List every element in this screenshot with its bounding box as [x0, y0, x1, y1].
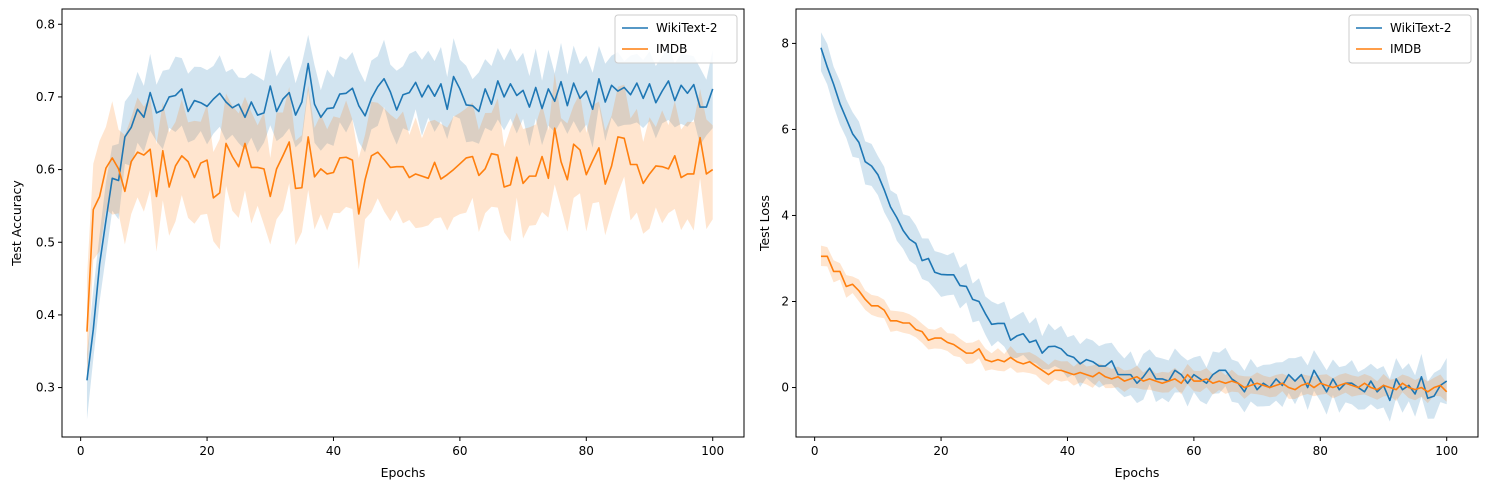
y-tick-label: 0.6 [36, 163, 55, 177]
x-tick-label: 0 [811, 444, 819, 458]
x-tick-label: 100 [1435, 444, 1458, 458]
legend-label-imdb: IMDB [656, 42, 687, 56]
x-tick-label: 80 [1313, 444, 1328, 458]
y-tick-label: 6 [781, 122, 789, 136]
x-tick-label: 100 [701, 444, 724, 458]
legend-box [614, 14, 738, 64]
y-axis-label: Test Accuracy [9, 180, 24, 267]
series-line-imdb [820, 255, 1448, 393]
legend-label-wikitext: WikiText-2 [656, 21, 717, 35]
y-tick-label: 8 [781, 36, 789, 50]
y-tick-label: 0.4 [36, 308, 55, 322]
y-tick-label: 0.7 [36, 90, 55, 104]
x-tick-label: 0 [77, 444, 85, 458]
x-axis-label: Epochs [1115, 465, 1160, 480]
legend: WikiText-2 IMDB [614, 14, 738, 64]
series-line-imdb [86, 127, 714, 332]
confidence-band-wikitext-2 [86, 34, 713, 420]
series-line-wikitext-2 [86, 62, 714, 381]
y-axis-label: Test Loss [757, 195, 772, 252]
y-tick-label: 2 [781, 295, 789, 309]
x-tick-label: 40 [326, 444, 341, 458]
axes-frame [61, 8, 745, 438]
confidence-band-wikitext-2 [820, 32, 1447, 422]
axes-frame [795, 8, 1479, 438]
x-tick-label: 40 [1060, 444, 1075, 458]
x-axis-label: Epochs [381, 465, 426, 480]
x-tick-label: 20 [199, 444, 214, 458]
y-tick-label: 0 [781, 381, 789, 395]
chart-panel-loss: 0 20 40 60 80 100 0 2 4 6 8 Epochs Test Loss Wiki… [757, 8, 1479, 480]
y-tick-label: 0.5 [36, 235, 55, 249]
y-tick-label: 0.8 [36, 17, 55, 31]
legend-label-imdb: IMDB [1390, 42, 1421, 56]
legend: WikiText-2 IMDB [1348, 14, 1472, 64]
x-tick-label: 20 [933, 444, 948, 458]
legend-box [1348, 14, 1472, 64]
x-tick-label: 60 [452, 444, 467, 458]
y-tick-label: 0.3 [36, 381, 55, 395]
series-line-wikitext-2 [820, 47, 1448, 402]
legend-label-wikitext: WikiText-2 [1390, 21, 1451, 35]
y-tick-label: 4 [781, 208, 789, 222]
x-tick-label: 60 [1186, 444, 1201, 458]
chart-panel-accuracy: 0 20 40 60 80 100 0.3 0.4 0.5 0.6 0.7 0.8 Epochs T… [9, 8, 745, 480]
x-tick-label: 80 [579, 444, 594, 458]
